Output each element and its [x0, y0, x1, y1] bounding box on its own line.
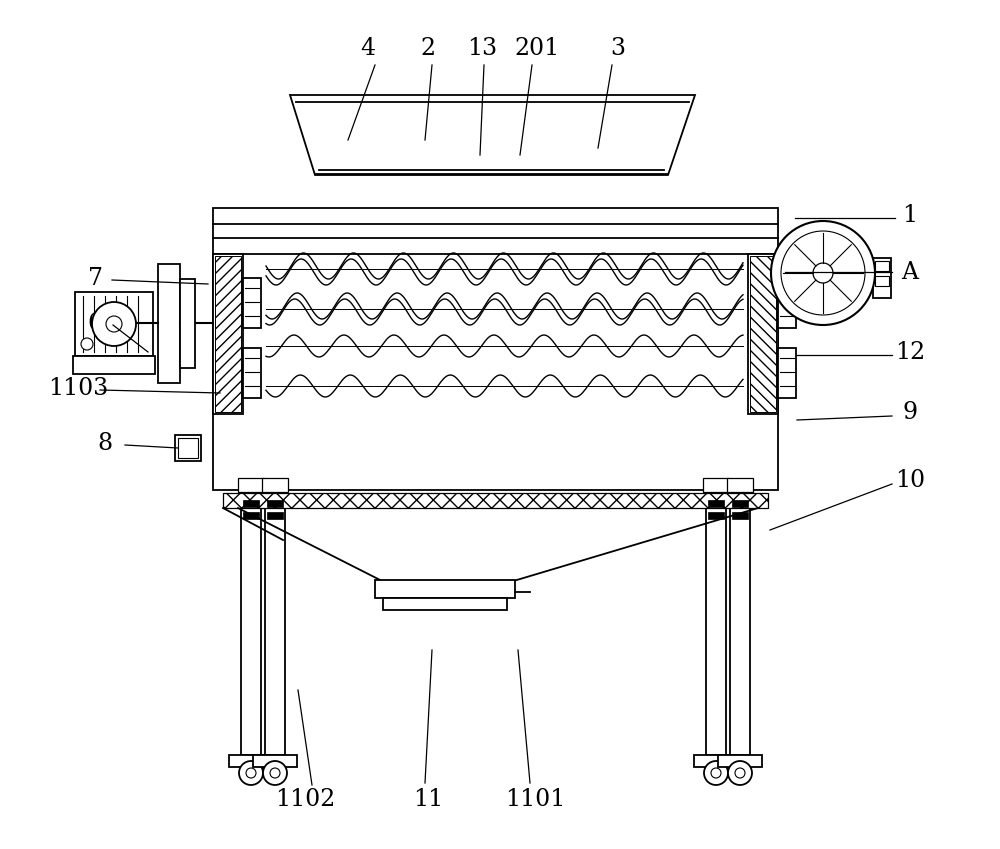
Bar [267, 512, 283, 519]
Circle shape [246, 768, 256, 778]
Bar [75, 292, 153, 356]
Bar [215, 256, 241, 412]
Bar [708, 500, 724, 507]
Bar [694, 755, 738, 767]
Bar [750, 256, 776, 412]
Text: 11: 11 [413, 789, 443, 812]
Bar [748, 254, 778, 414]
Text: 1103: 1103 [48, 376, 108, 400]
Text: 8: 8 [97, 431, 113, 454]
Circle shape [239, 761, 263, 785]
Bar [703, 478, 729, 492]
Circle shape [728, 761, 752, 785]
Text: 1: 1 [902, 204, 918, 227]
Polygon shape [290, 95, 695, 175]
Bar [718, 755, 762, 767]
Bar [875, 276, 889, 286]
Text: 4: 4 [360, 37, 376, 59]
Bar [375, 580, 515, 598]
Bar [243, 500, 259, 507]
Text: 201: 201 [514, 37, 560, 59]
Bar [730, 490, 750, 755]
Bar [180, 279, 195, 368]
Text: 10: 10 [895, 469, 925, 492]
Circle shape [263, 761, 287, 785]
Circle shape [711, 768, 721, 778]
Text: A: A [902, 261, 918, 284]
Circle shape [704, 761, 728, 785]
Bar [732, 500, 748, 507]
Text: 13: 13 [467, 37, 497, 59]
Circle shape [92, 302, 136, 346]
Text: 3: 3 [610, 37, 626, 59]
Bar [778, 348, 796, 398]
Bar [158, 264, 180, 383]
Bar [778, 278, 796, 328]
Bar [267, 500, 283, 507]
Text: 7: 7 [88, 267, 103, 290]
Bar [238, 478, 264, 492]
Bar [178, 438, 198, 458]
Bar [229, 755, 273, 767]
Circle shape [81, 338, 93, 350]
Text: 2: 2 [420, 37, 436, 59]
Circle shape [270, 768, 280, 778]
Bar [875, 261, 889, 271]
Bar [175, 435, 201, 461]
Bar [265, 490, 285, 755]
Bar [873, 258, 891, 298]
Bar [213, 254, 243, 414]
Bar [241, 490, 261, 755]
Bar [243, 278, 261, 328]
Bar [243, 348, 261, 398]
Bar [73, 356, 155, 374]
Polygon shape [223, 493, 768, 508]
Text: 12: 12 [895, 340, 925, 363]
Circle shape [781, 231, 865, 315]
Bar [732, 512, 748, 519]
Bar [708, 512, 724, 519]
Bar [383, 598, 507, 610]
Circle shape [106, 316, 122, 332]
Bar [213, 208, 778, 490]
Circle shape [813, 263, 833, 283]
Bar [727, 478, 753, 492]
Text: 9: 9 [902, 401, 918, 424]
Bar [706, 490, 726, 755]
Bar [262, 478, 288, 492]
Bar [243, 512, 259, 519]
Circle shape [771, 221, 875, 325]
Circle shape [735, 768, 745, 778]
Text: 6: 6 [87, 312, 103, 335]
Bar [253, 755, 297, 767]
Text: 1102: 1102 [275, 789, 335, 812]
Text: 1101: 1101 [505, 789, 565, 812]
